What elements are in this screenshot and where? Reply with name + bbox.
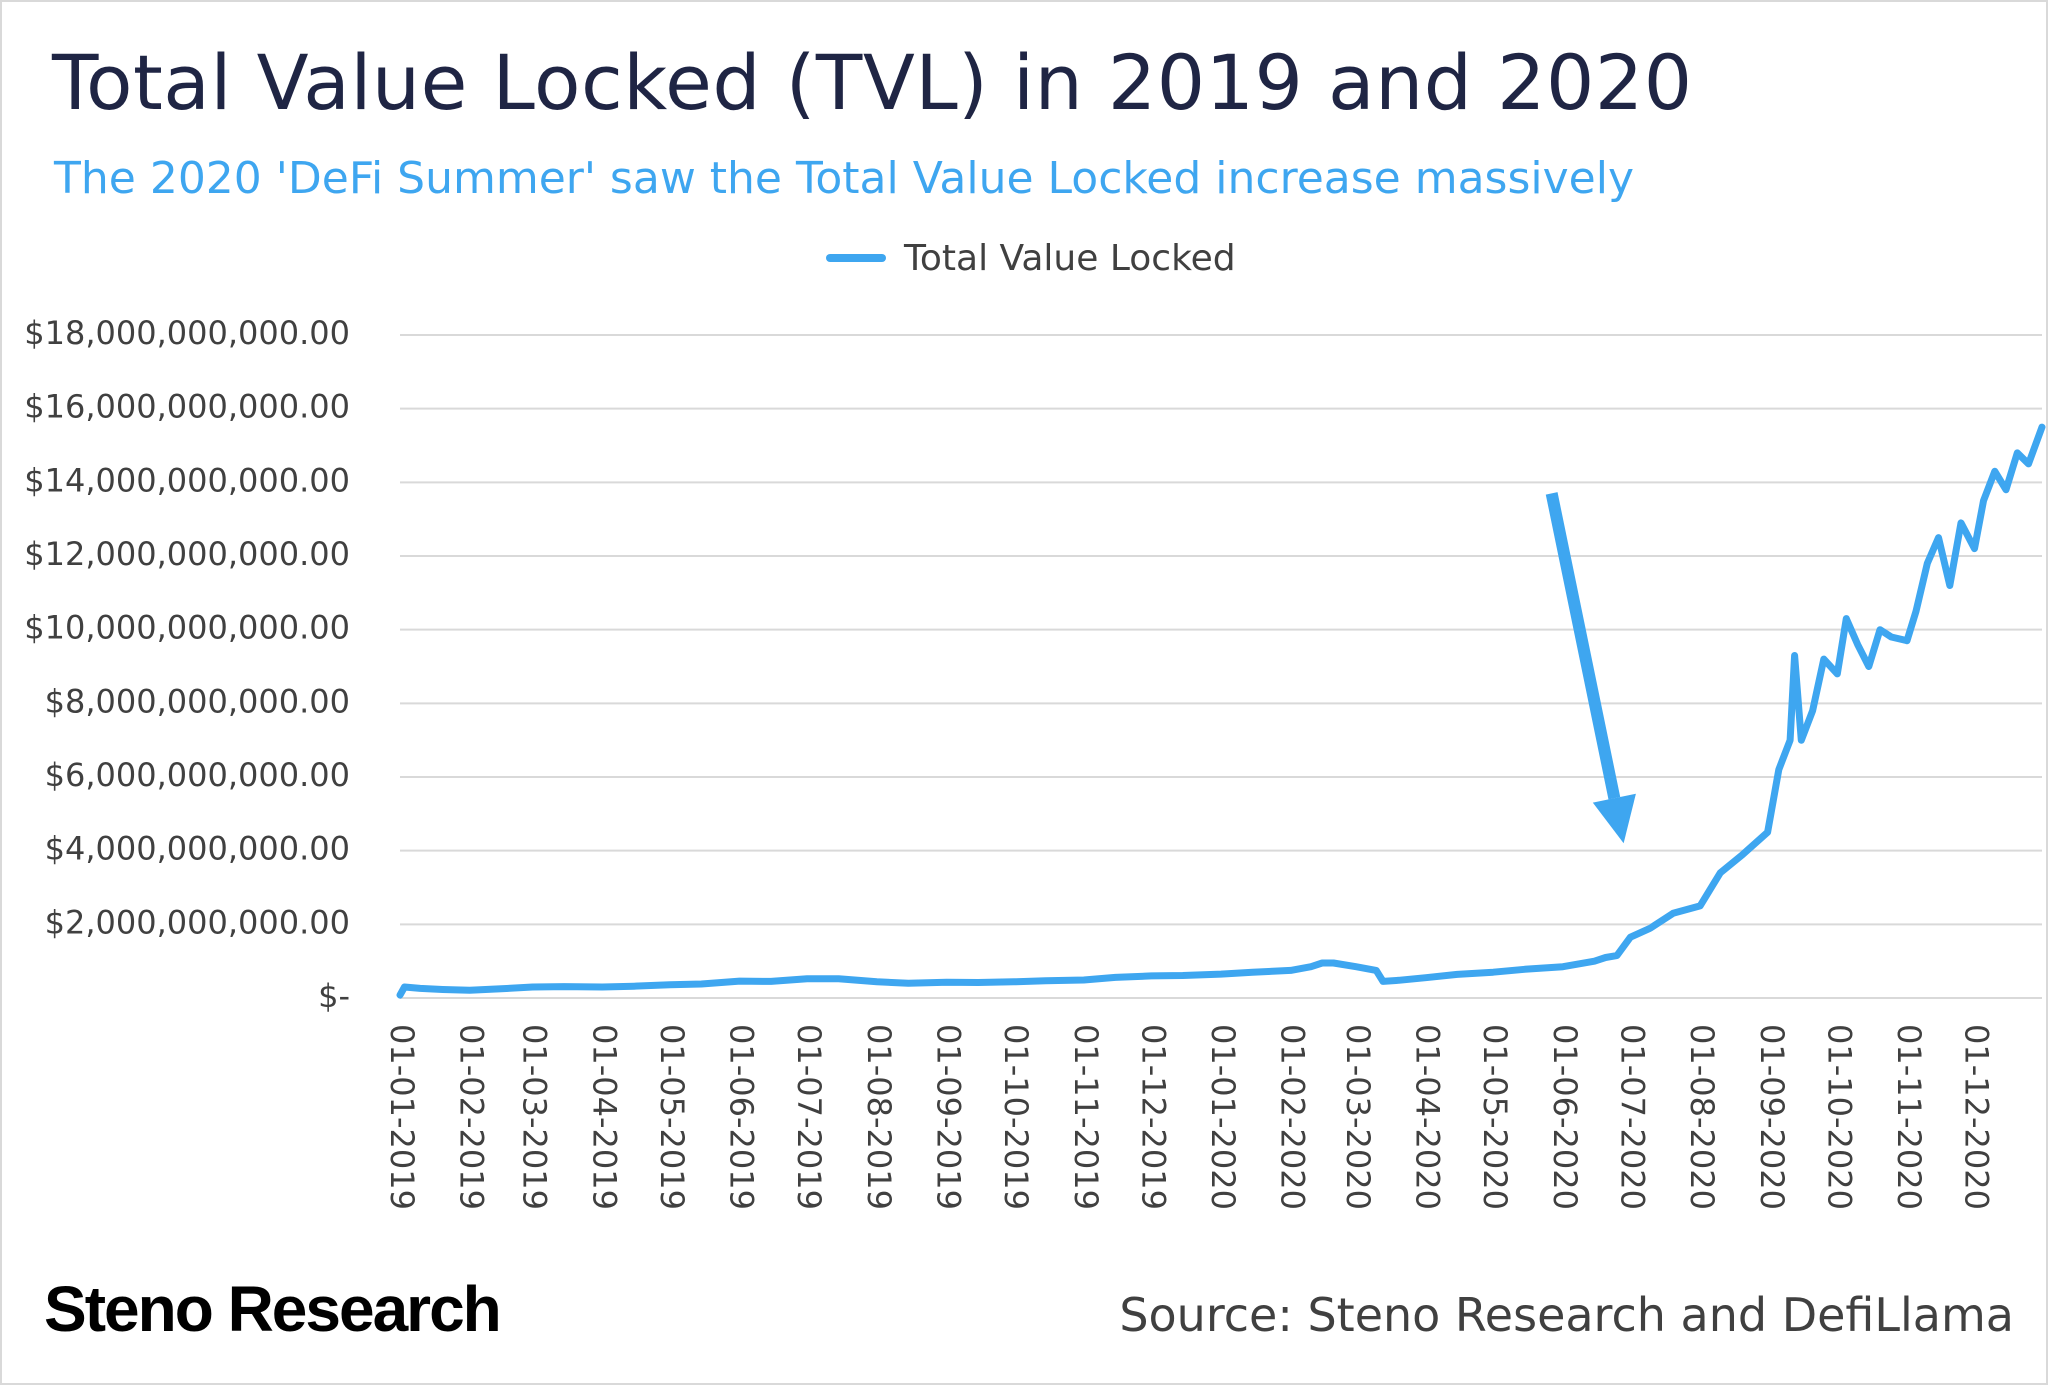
- x-tick-label: 01-03-2020: [1339, 1024, 1377, 1210]
- y-tick-label: $-: [318, 977, 350, 1015]
- x-tick-label: 01-10-2019: [997, 1024, 1035, 1210]
- x-tick-label: 01-02-2020: [1274, 1024, 1312, 1210]
- x-tick-label: 01-01-2019: [383, 1024, 421, 1210]
- steno-research-logo: Steno Research: [44, 1273, 502, 1345]
- legend-label-tvl: Total Value Locked: [904, 237, 1236, 279]
- x-tick-label: 01-07-2020: [1613, 1024, 1651, 1210]
- x-tick-label: 01-12-2019: [1134, 1024, 1172, 1210]
- x-tick-label: 01-12-2020: [1958, 1024, 1996, 1210]
- chart-subtitle: The 2020 'DeFi Summer' saw the Total Val…: [54, 153, 1635, 204]
- x-tick-label: 01-07-2019: [790, 1024, 828, 1210]
- x-tick-label: 01-05-2019: [653, 1024, 691, 1210]
- source-note: Source: Steno Research and DefiLlama: [1119, 1288, 2014, 1342]
- x-tick-label: 01-02-2019: [453, 1024, 491, 1210]
- annotation-arrow-head: [1592, 793, 1636, 844]
- x-tick-label: 01-11-2019: [1067, 1024, 1105, 1210]
- x-tick-label: 01-11-2020: [1890, 1024, 1928, 1210]
- y-tick-label: $14,000,000,000.00: [24, 461, 350, 499]
- x-tick-label: 01-01-2020: [1204, 1024, 1242, 1210]
- x-tick-label: 01-09-2019: [930, 1024, 968, 1210]
- x-tick-label: 01-05-2020: [1476, 1024, 1514, 1210]
- y-tick-label: $12,000,000,000.00: [24, 535, 350, 573]
- chart-legend: Total Value Locked: [826, 232, 1236, 284]
- x-tick-label: 01-06-2019: [723, 1024, 761, 1210]
- series-line-tvl: [396, 423, 2046, 999]
- x-tick-label: 01-03-2019: [516, 1024, 554, 1210]
- y-tick-label: $8,000,000,000.00: [45, 682, 350, 720]
- x-tick-label: 01-06-2020: [1546, 1024, 1584, 1210]
- y-tick-label: $2,000,000,000.00: [45, 903, 350, 941]
- x-tick-label: 01-04-2019: [585, 1024, 623, 1210]
- y-tick-label: $18,000,000,000.00: [24, 314, 350, 352]
- x-tick-label: 01-08-2019: [860, 1024, 898, 1210]
- y-tick-label: $16,000,000,000.00: [24, 388, 350, 426]
- x-tick-label: 01-09-2020: [1753, 1024, 1791, 1210]
- x-tick-label: 01-08-2020: [1683, 1024, 1721, 1210]
- x-tick-label: 01-10-2020: [1820, 1024, 1858, 1210]
- chart-title: Total Value Locked (TVL) in 2019 and 202…: [52, 38, 1693, 127]
- legend-swatch-tvl: [826, 254, 886, 262]
- y-tick-label: $10,000,000,000.00: [24, 609, 350, 647]
- x-tick-label: 01-04-2020: [1409, 1024, 1447, 1210]
- y-tick-label: $4,000,000,000.00: [45, 830, 350, 868]
- annotation-arrow-shaft: [1545, 492, 1621, 800]
- y-tick-label: $6,000,000,000.00: [45, 756, 350, 794]
